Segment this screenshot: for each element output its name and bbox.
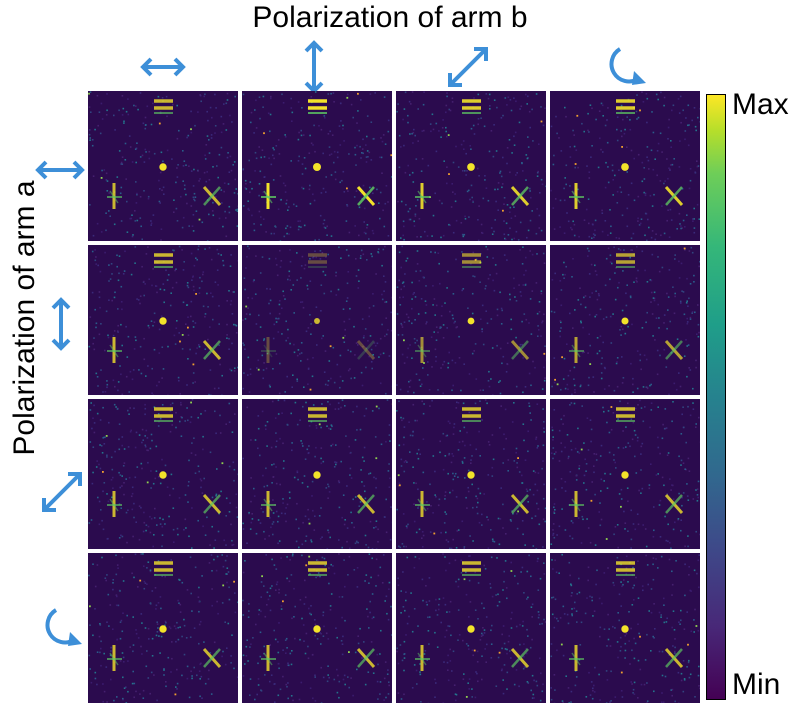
col-vertical-arrow-icon <box>304 40 324 94</box>
speckle-panel <box>242 245 392 395</box>
speckle-panel <box>88 245 238 395</box>
row-circular-arrow-icon <box>45 608 82 646</box>
speckle-panel <box>396 399 546 549</box>
row-horizontal-arrow-icon <box>35 160 85 180</box>
speckle-panel <box>550 553 700 703</box>
image-grid <box>88 91 700 703</box>
speckle-panel <box>88 91 238 241</box>
speckle-panel <box>550 399 700 549</box>
colorbar <box>706 94 726 700</box>
speckle-panel <box>88 399 238 549</box>
colorbar-max-label: Max <box>732 88 789 121</box>
row-diagonal-arrow-icon <box>42 472 82 512</box>
speckle-panel <box>550 91 700 241</box>
speckle-panel <box>242 553 392 703</box>
speckle-panel <box>242 399 392 549</box>
speckle-panel <box>396 91 546 241</box>
speckle-panel <box>550 245 700 395</box>
row-vertical-arrow-icon <box>51 297 71 351</box>
col-circular-arrow-icon <box>609 47 646 85</box>
speckle-panel <box>88 553 238 703</box>
col-diagonal-arrow-icon <box>448 47 488 87</box>
speckle-panel <box>242 91 392 241</box>
column-axis-title: Polarization of arm b <box>252 1 528 34</box>
col-horizontal-arrow-icon <box>140 57 186 77</box>
speckle-panel <box>396 245 546 395</box>
colorbar-min-label: Min <box>732 668 781 701</box>
speckle-panel <box>396 553 546 703</box>
